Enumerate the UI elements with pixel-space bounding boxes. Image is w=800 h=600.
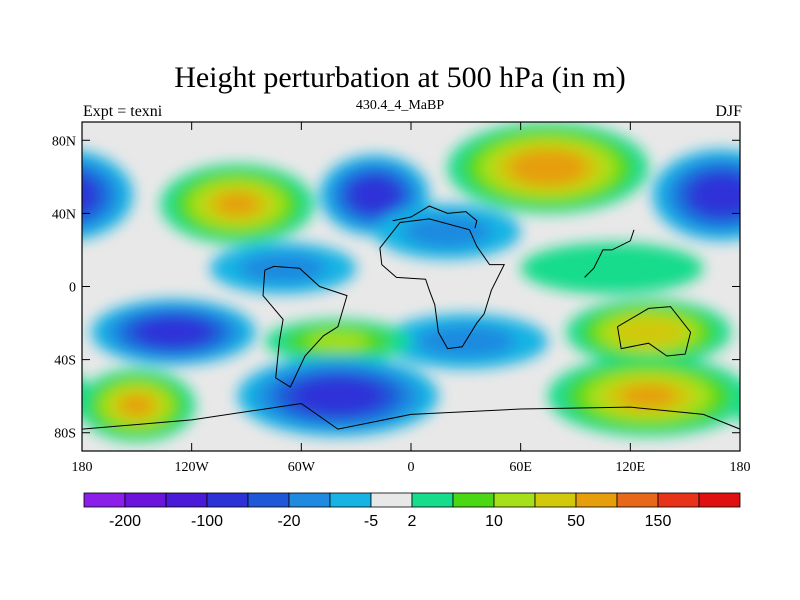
field-cell — [150, 323, 196, 342]
coastline-segment — [584, 229, 635, 278]
colorbar-swatch — [452, 492, 495, 508]
field-cell — [0, 317, 28, 347]
x-tick-label: 60E — [509, 460, 532, 475]
field-cell — [82, 191, 83, 199]
coastlines — [82, 205, 740, 430]
colorbar-label: 150 — [645, 513, 672, 530]
coastline-segment — [262, 265, 348, 388]
field-cell — [0, 385, 18, 407]
colorbar-swatch — [247, 492, 290, 508]
field-cell — [768, 389, 800, 422]
x-tick-label: 120E — [616, 460, 646, 475]
colorbar-swatch — [534, 492, 577, 508]
field-cell — [557, 252, 667, 284]
colorbar-swatch — [411, 492, 454, 508]
coastline-segment — [82, 402, 740, 430]
field-cell — [0, 323, 13, 341]
colorbar-swatch — [370, 492, 413, 508]
y-tick-label: 40N — [52, 207, 76, 222]
y-tick-label: 80N — [52, 134, 76, 149]
field-cell — [626, 323, 672, 342]
chart-title: Height perturbation at 500 hPa (in m) — [174, 61, 626, 94]
field-cell — [216, 193, 259, 216]
colorbar-swatch — [124, 492, 167, 508]
field-cell — [702, 182, 740, 208]
colorbar-label: 50 — [567, 513, 585, 530]
run-id-label: 430.4_4_MaBP — [355, 98, 445, 113]
field-cell — [0, 371, 55, 422]
axes: 180 120W 60W 0 60E 120E 180 80N 40N 0 40S 80S — [52, 122, 751, 475]
colorbar-swatch — [165, 492, 208, 508]
field-cell — [758, 382, 800, 429]
coastline-segment — [379, 218, 506, 350]
coastline-segment — [392, 205, 478, 229]
colorbar-swatch — [206, 492, 249, 508]
coastline-segment — [617, 306, 692, 357]
x-tick-label: 60W — [288, 460, 316, 475]
x-tick-label: 0 — [408, 460, 415, 475]
field-cell — [621, 385, 677, 408]
field-cell — [779, 395, 800, 415]
colorbar-label: -100 — [191, 513, 223, 530]
field-cell — [749, 299, 800, 365]
y-tick-label: 80S — [54, 427, 76, 442]
field-cell — [747, 375, 800, 435]
colorbar-swatch — [288, 492, 331, 508]
field-cell — [0, 311, 43, 353]
field-cell — [120, 395, 153, 416]
x-tick-label: 180 — [730, 460, 751, 475]
colorbar-swatch — [83, 492, 126, 508]
contour-field — [0, 122, 800, 442]
field-cell — [306, 331, 370, 351]
colorbar-swatch — [698, 492, 741, 508]
experiment-label: Expt = texni — [83, 103, 163, 120]
field-cell — [794, 317, 800, 347]
colorbar-label: -5 — [364, 513, 378, 530]
field-cell — [0, 243, 45, 294]
field-cell — [359, 184, 390, 207]
colorbar-swatch — [657, 492, 700, 508]
season-label: DJF — [715, 103, 742, 120]
field-cell — [524, 157, 572, 179]
colorbar-swatch — [329, 492, 372, 508]
field-cell — [239, 252, 327, 284]
field-cell — [0, 253, 9, 284]
field-cell — [736, 392, 740, 419]
y-tick-label: 0 — [69, 281, 76, 296]
colorbar-label: 10 — [485, 513, 503, 530]
x-tick-label: 180 — [72, 460, 93, 475]
colorbar: -200 -100 -20 -5 2 10 50 150 — [83, 492, 741, 530]
field-cell — [779, 311, 800, 353]
colorbar-label: -20 — [277, 513, 300, 530]
colorbar-label: 2 — [408, 513, 417, 530]
colorbar-label: -200 — [109, 513, 141, 530]
field-cell — [764, 305, 800, 359]
field-cell — [0, 363, 73, 429]
field-cell — [82, 178, 96, 213]
field-cell — [82, 379, 92, 413]
x-tick-label: 120W — [175, 460, 210, 475]
field-cell — [0, 305, 58, 359]
y-tick-label: 40S — [54, 354, 76, 369]
colorbar-swatch — [616, 492, 659, 508]
colorbar-swatch — [493, 492, 536, 508]
field-cell — [310, 385, 366, 408]
colorbar-swatch — [575, 492, 618, 508]
field-cell — [0, 378, 36, 415]
field-cell — [403, 215, 492, 249]
